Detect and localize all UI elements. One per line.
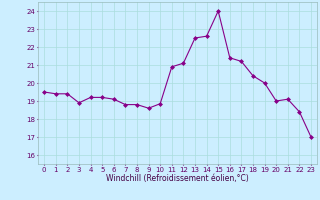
X-axis label: Windchill (Refroidissement éolien,°C): Windchill (Refroidissement éolien,°C) [106, 174, 249, 183]
